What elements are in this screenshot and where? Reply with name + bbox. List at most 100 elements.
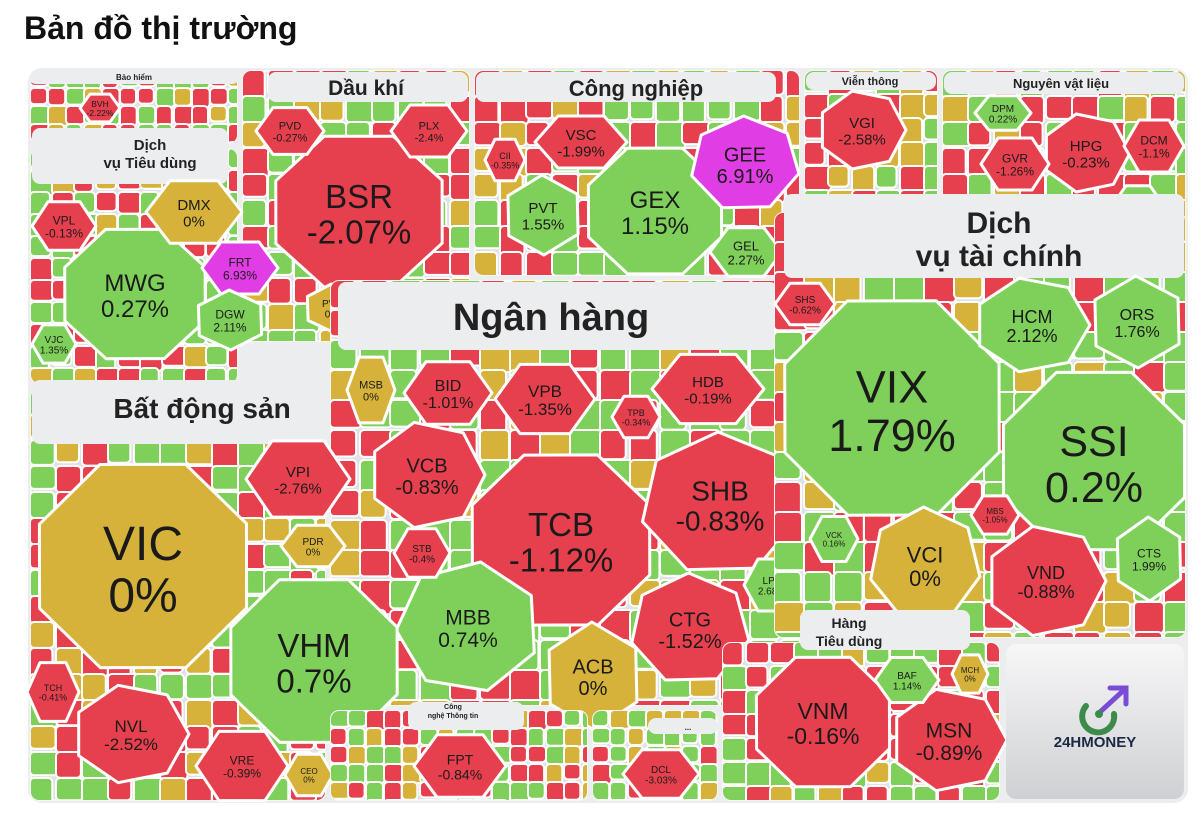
minor-stock-cell[interactable] (155, 87, 176, 108)
minor-stock-cell[interactable] (545, 727, 567, 747)
minor-stock-cell[interactable] (211, 465, 243, 491)
minor-stock-cell[interactable] (563, 781, 582, 800)
minor-stock-cell[interactable] (449, 699, 483, 729)
stock-cell-nvl[interactable]: NVL-2.52% (77, 683, 191, 785)
minor-stock-cell[interactable] (577, 251, 608, 276)
minor-stock-cell[interactable] (185, 699, 214, 731)
stock-cell-msn[interactable]: MSN-0.89% (895, 687, 1009, 793)
minor-stock-cell[interactable] (449, 225, 475, 250)
minor-stock-cell[interactable] (227, 169, 248, 193)
minor-stock-cell[interactable] (774, 511, 803, 545)
minor-stock-cell[interactable] (267, 329, 298, 353)
stock-cell-shs[interactable]: SHS-0.62% (773, 281, 837, 327)
minor-stock-cell[interactable] (30, 301, 54, 324)
minor-stock-cell[interactable] (119, 87, 137, 106)
minor-stock-cell[interactable] (627, 727, 645, 746)
minor-stock-cell[interactable] (383, 763, 404, 784)
minor-stock-cell[interactable] (81, 777, 112, 803)
minor-stock-cell[interactable] (899, 141, 926, 170)
minor-stock-cell[interactable] (330, 763, 349, 784)
minor-stock-cell[interactable] (137, 105, 157, 126)
minor-stock-cell[interactable] (804, 141, 826, 166)
minor-stock-cell[interactable] (474, 199, 500, 229)
minor-stock-cell[interactable] (827, 165, 850, 188)
minor-stock-cell[interactable] (191, 105, 209, 127)
stock-cell-stb[interactable]: STB-0.4% (392, 527, 452, 579)
stock-cell-tpb[interactable]: TPB-0.34% (610, 394, 662, 440)
minor-stock-cell[interactable] (293, 329, 318, 358)
minor-stock-cell[interactable] (449, 147, 476, 176)
minor-stock-cell[interactable] (383, 710, 403, 731)
minor-stock-cell[interactable] (629, 121, 661, 151)
minor-stock-cell[interactable] (185, 673, 214, 700)
minor-stock-cell[interactable] (527, 763, 546, 785)
minor-stock-cell[interactable] (509, 763, 530, 784)
minor-stock-cell[interactable] (401, 781, 419, 800)
minor-stock-cell[interactable] (1163, 631, 1188, 659)
minor-stock-cell[interactable] (95, 191, 118, 213)
minor-stock-cell[interactable] (545, 710, 564, 729)
minor-stock-cell[interactable] (30, 257, 54, 283)
minor-stock-cell[interactable] (509, 699, 543, 734)
minor-stock-cell[interactable] (722, 737, 748, 762)
minor-stock-cell[interactable] (474, 225, 504, 250)
minor-stock-cell[interactable] (499, 251, 524, 281)
minor-stock-cell[interactable] (211, 439, 242, 470)
minor-stock-cell[interactable] (563, 763, 582, 781)
stock-cell-bvh[interactable]: BVH-2.22% (78, 92, 122, 124)
minor-stock-cell[interactable] (899, 93, 928, 122)
minor-stock-cell[interactable] (899, 165, 927, 193)
minor-stock-cell[interactable] (30, 105, 51, 127)
minor-stock-cell[interactable] (449, 251, 475, 277)
stock-cell-vre[interactable]: VRE-0.39% (194, 729, 290, 803)
minor-stock-cell[interactable] (191, 87, 211, 109)
minor-stock-cell[interactable] (923, 165, 951, 193)
stock-cell-bsr[interactable]: BSR-2.07% (274, 134, 444, 290)
minor-stock-cell[interactable] (545, 781, 566, 801)
minor-stock-cell[interactable] (833, 571, 864, 604)
minor-stock-cell[interactable] (1103, 631, 1133, 660)
minor-stock-cell[interactable] (137, 87, 155, 105)
minor-stock-cell[interactable] (30, 87, 49, 106)
minor-stock-cell[interactable] (609, 781, 628, 801)
minor-stock-cell[interactable] (985, 665, 1007, 689)
minor-stock-cell[interactable] (942, 95, 973, 125)
minor-stock-cell[interactable] (803, 571, 833, 604)
minor-stock-cell[interactable] (745, 642, 771, 665)
minor-stock-cell[interactable] (330, 429, 358, 458)
minor-stock-cell[interactable] (774, 571, 802, 607)
minor-stock-cell[interactable] (211, 699, 242, 728)
minor-stock-cell[interactable] (659, 699, 693, 728)
minor-stock-cell[interactable] (30, 279, 55, 302)
stock-cell-dcm[interactable]: DCM-1.1% (1122, 118, 1186, 174)
minor-stock-cell[interactable] (55, 777, 84, 800)
minor-stock-cell[interactable] (967, 121, 992, 147)
minor-stock-cell[interactable] (347, 727, 366, 748)
minor-stock-cell[interactable] (347, 745, 367, 767)
minor-stock-cell[interactable] (774, 631, 805, 661)
minor-stock-cell[interactable] (474, 251, 498, 280)
minor-stock-cell[interactable] (1133, 601, 1165, 635)
minor-stock-cell[interactable] (479, 429, 511, 462)
minor-stock-cell[interactable] (55, 751, 82, 779)
stock-cell-pvd[interactable]: PVD-0.27% (254, 106, 326, 156)
minor-stock-cell[interactable] (769, 785, 794, 803)
minor-stock-cell[interactable] (1045, 95, 1075, 120)
minor-stock-cell[interactable] (774, 541, 808, 572)
